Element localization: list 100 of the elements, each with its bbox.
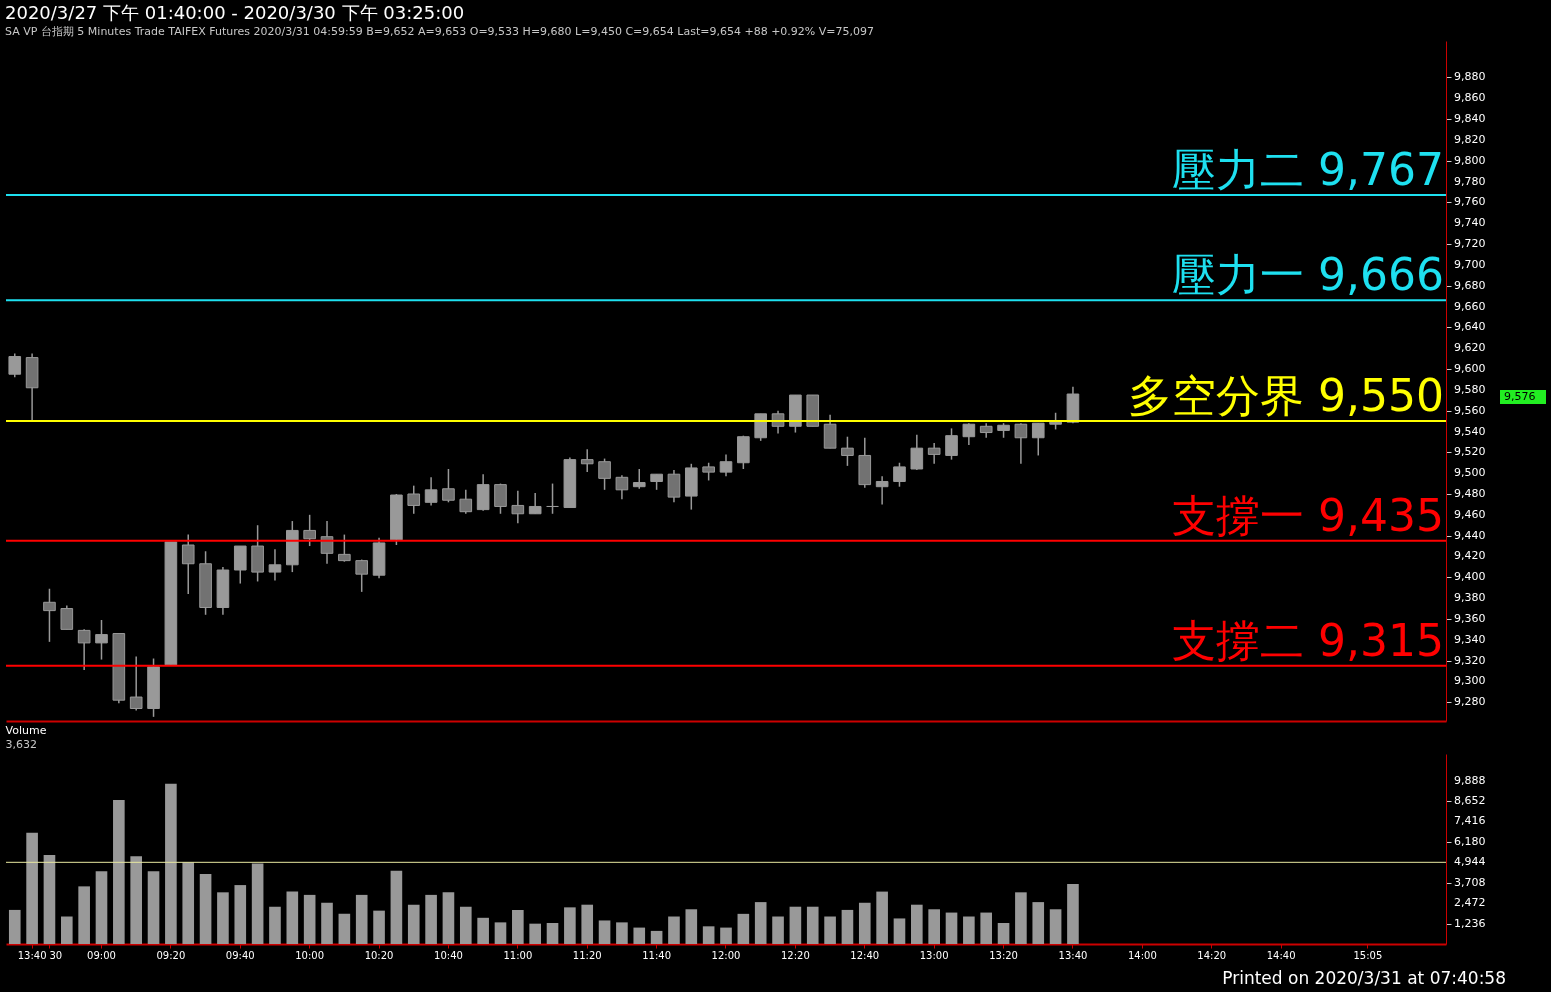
ref-line-label: 壓力一 9,666 [1172,249,1444,301]
y-tick-label: 4,944 [1454,855,1486,869]
bar [754,902,767,944]
y-tick-label: 9,740 [1454,216,1486,230]
y-tick-label: 9,640 [1454,320,1486,334]
y-tick-label: 9,520 [1454,445,1486,459]
x-tick-label: 10:40 [434,949,463,961]
y-tick-label: 9,620 [1454,341,1486,355]
bar [911,904,923,944]
x-tick-label: 09:40 [225,949,255,961]
bar [390,870,403,944]
ref-line-label: 多空分界 9,550 [1128,370,1444,422]
candlestick [632,468,646,490]
x-tick-label: 13:40 [17,949,47,961]
y-tick-label: 9,840 [1454,112,1486,126]
y-tick-label: 7,416 [1454,814,1486,828]
candlestick [233,545,247,585]
bar [529,923,541,944]
bar [217,892,229,944]
bar [980,912,993,944]
y-tick-label: 9,600 [1454,362,1486,376]
candlestick [528,492,542,515]
candlestick [355,558,369,593]
candlestick [43,588,56,643]
bar [130,856,142,944]
bar [286,891,299,944]
candlestick [8,352,22,379]
bar [702,926,715,944]
bar [60,916,73,944]
bar [581,904,594,944]
x-tick-label: 12:40 [850,949,880,961]
x-tick-label: 10:00 [295,949,325,961]
candlestick [754,413,768,442]
x-tick-label: 09:20 [156,949,186,961]
y-tick-label: 9,888 [1454,773,1486,787]
ref-line-label: 支撐二 9,315 [1172,614,1444,666]
y-tick-label: 9,360 [1454,611,1486,625]
bar [78,886,90,944]
candlestick [667,469,681,504]
bar [321,902,333,944]
bar [616,922,628,944]
candlestick [580,448,594,473]
candlestick [442,468,455,504]
y-tick-label: 8,652 [1454,794,1486,808]
candlestick [927,442,941,465]
candlestick [823,414,837,449]
candlestick [962,422,976,446]
bar [303,894,316,944]
y-tick-label: 9,860 [1454,91,1486,105]
candlestick [1031,422,1045,457]
x-tick-label: 12:00 [711,949,741,961]
candlestick [841,435,854,467]
bar [685,909,698,944]
candlestick [181,533,195,595]
y-tick-label: 9,580 [1454,382,1486,396]
chart-subtitle: SA VP 台指期 5 Minutes Trade TAIFEX Futures 2020/3/31 04:59:59 B=9,652 A=9,653 O=9,533 H=9,680 L=9,450 C=9,654 Last=9,654 +88 +0.92% V=75,097 [5,25,875,38]
bar [633,927,646,944]
candlestick [303,514,316,547]
bar [824,916,836,944]
candlestick [129,655,143,712]
y-tick-label: 9,500 [1454,466,1486,480]
bar [650,930,663,944]
bar [858,902,871,944]
bar [1067,883,1079,944]
bar [963,916,975,944]
candlestick [494,482,507,515]
bar [407,904,420,944]
y-tick-label: 9,540 [1454,424,1486,438]
candlestick [893,462,906,488]
bar [26,832,38,944]
candlestick [910,433,924,471]
y-tick-label: 9,720 [1454,237,1486,251]
bar [668,916,680,944]
y-tick-label: 9,380 [1454,591,1486,605]
bar [546,923,559,944]
bar [564,907,576,944]
bar [459,906,472,944]
bar [720,927,732,944]
y-tick-label: 9,680 [1454,278,1486,292]
bar [147,871,160,944]
x-tick-label: 09:00 [87,949,116,961]
bar [1015,892,1027,944]
x-tick-label: 14:40 [1266,949,1296,961]
ref-line-label: 壓力二 9,767 [1172,144,1444,196]
y-tick-label: 9,420 [1454,549,1486,563]
x-tick-label: 10:20 [364,949,394,961]
y-tick-label: 9,480 [1454,486,1486,500]
bar [199,874,212,944]
candlestick [511,490,525,524]
ref-line-label: 支撐一 9,435 [1172,489,1444,541]
bar [442,892,455,944]
bar [841,909,854,944]
bar [165,783,177,944]
bar [477,917,489,944]
candlestick [60,604,74,631]
y-tick-label: 9,280 [1454,695,1486,709]
y-tick-label: 9,400 [1454,570,1486,584]
y-tick-label: 2,472 [1454,896,1486,910]
x-tick-label: 13:00 [919,949,949,961]
bar [494,922,507,944]
